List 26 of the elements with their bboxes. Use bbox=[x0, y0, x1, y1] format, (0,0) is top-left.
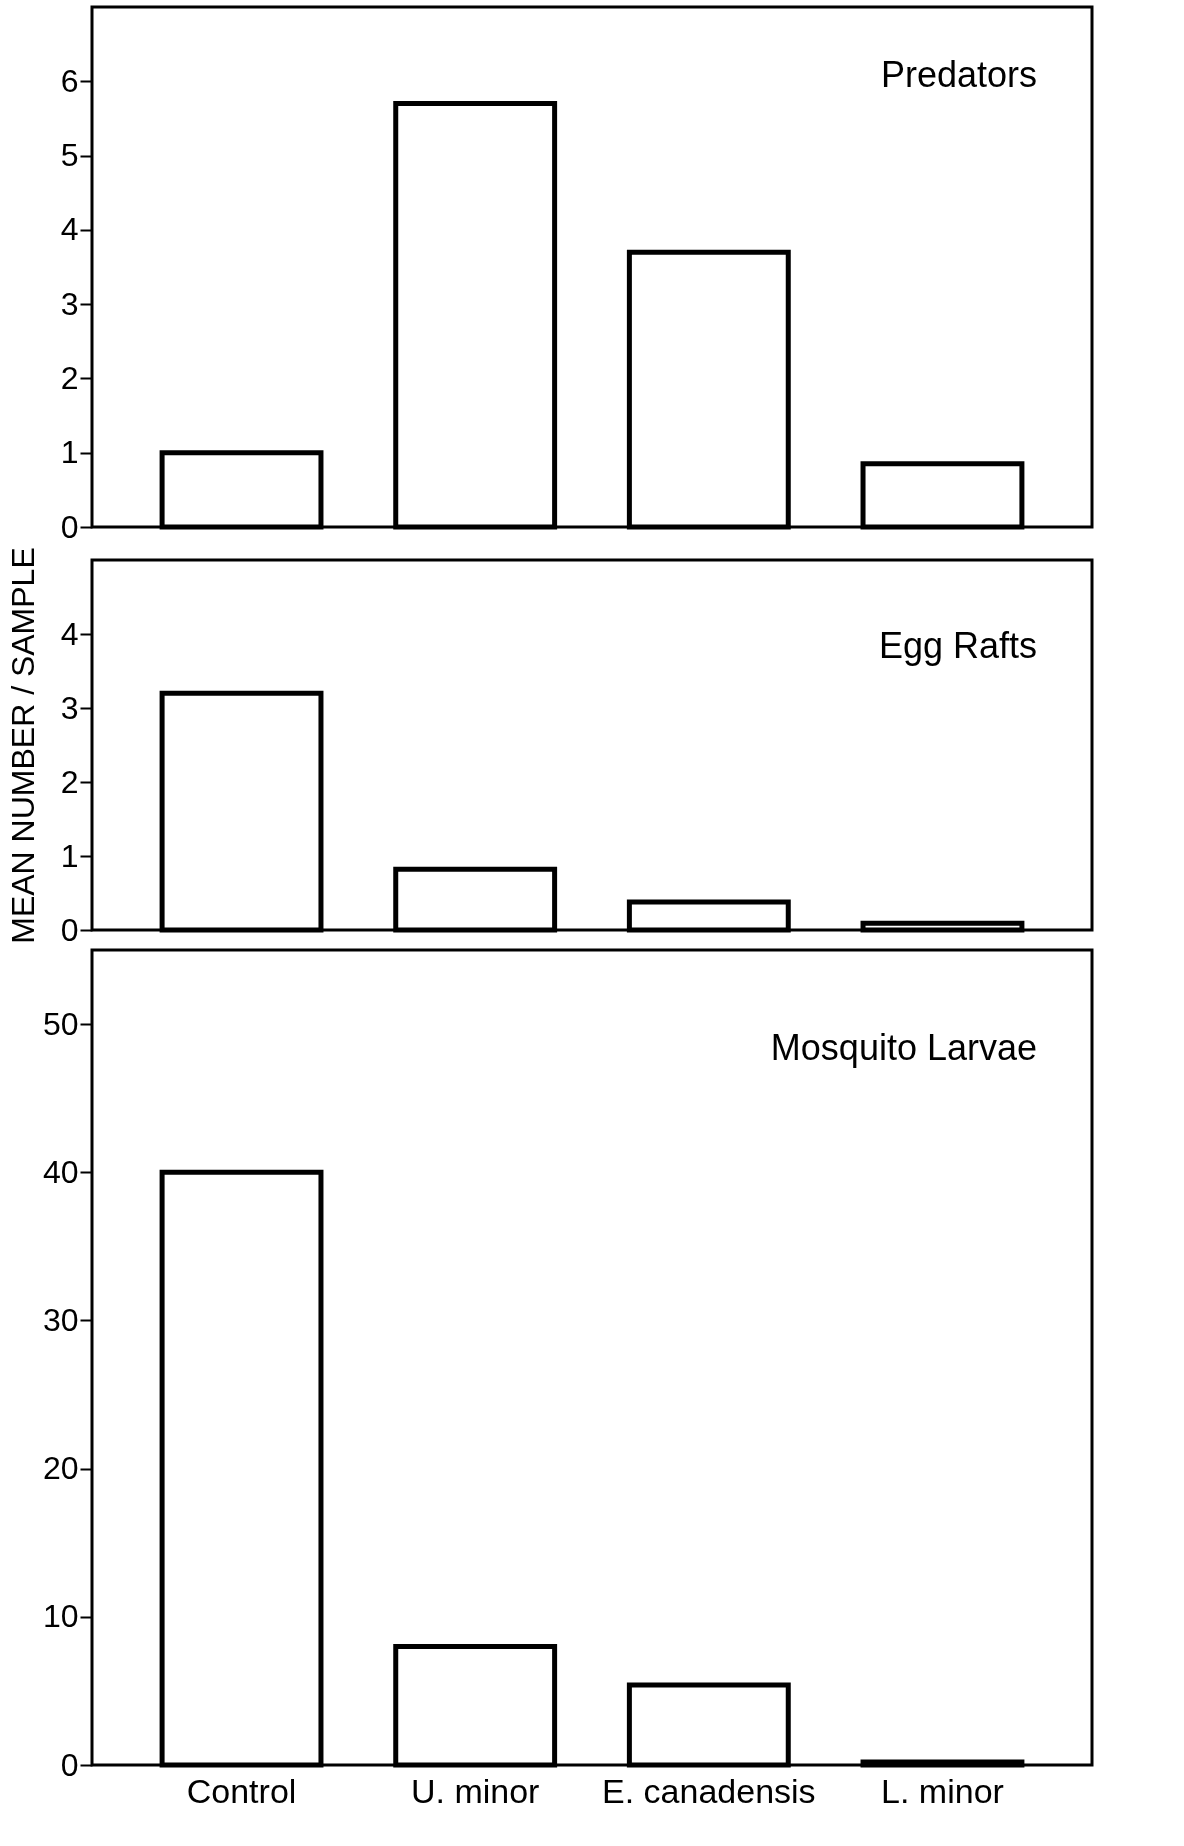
y-tick-label: 2 bbox=[60, 359, 79, 396]
y-tick-label: 3 bbox=[60, 689, 79, 726]
text: Mosquito Larvae bbox=[770, 1026, 1037, 1068]
y-tick-label: 0 bbox=[60, 508, 79, 545]
text: Predators bbox=[880, 54, 1037, 95]
y-tick-label: 0 bbox=[60, 911, 79, 948]
y-tick-label: 20 bbox=[42, 1450, 79, 1487]
y-tick-label: 10 bbox=[42, 1598, 79, 1635]
x-tick-label: U. minor bbox=[410, 1771, 540, 1810]
x-tick-label: Control bbox=[186, 1771, 297, 1810]
y-tick-label: 30 bbox=[42, 1301, 79, 1338]
y-tick-label: 40 bbox=[42, 1153, 79, 1190]
x-tick-label: E. canadensis bbox=[602, 1771, 816, 1810]
y-tick-label: 1 bbox=[60, 837, 79, 874]
y-tick-label: 6 bbox=[60, 62, 79, 99]
y-tick-label: 4 bbox=[60, 615, 79, 652]
y-tick-label: 3 bbox=[60, 285, 79, 322]
y-tick-label: 4 bbox=[60, 211, 79, 248]
y-tick-label: 2 bbox=[60, 763, 79, 800]
y-tick-label: 50 bbox=[42, 1005, 79, 1042]
y-tick-label: 1 bbox=[60, 434, 79, 471]
y-tick-label: 5 bbox=[60, 137, 79, 174]
y-axis-title: MEAN NUMBER / SAMPLE bbox=[4, 547, 41, 944]
y-tick-label: 0 bbox=[60, 1746, 79, 1783]
x-tick-label: L. minor bbox=[881, 1771, 1004, 1810]
text: Egg Rafts bbox=[878, 625, 1037, 666]
